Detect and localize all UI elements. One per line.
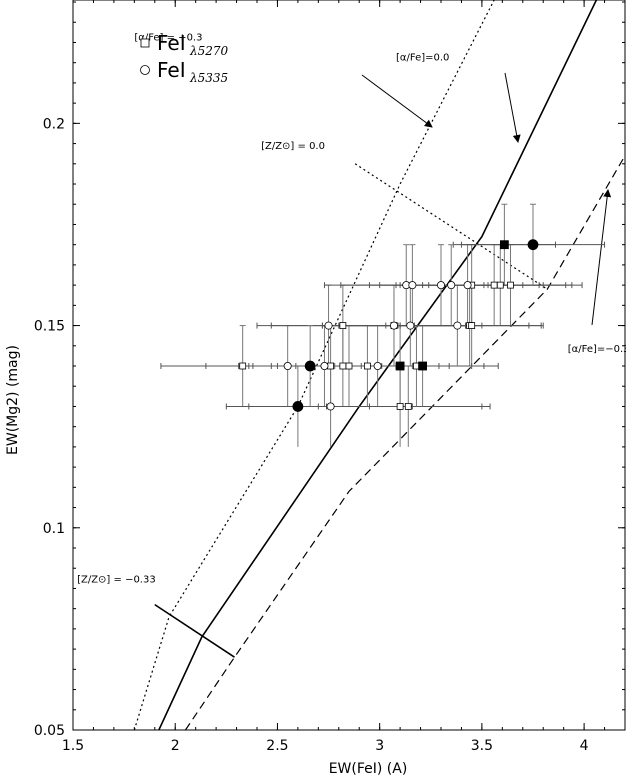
y-tick-label: 0.15 (34, 319, 65, 335)
x-tick-label: 2.5 (266, 738, 288, 754)
open-square-point (363, 362, 371, 370)
open-square-point (339, 322, 347, 329)
annotation-arrow (504, 72, 521, 143)
model-line (184, 155, 625, 730)
open-circle-point (324, 321, 333, 330)
error-bars (160, 203, 606, 447)
open-circle-point (436, 281, 445, 290)
x-tick-label: 3.5 (471, 738, 493, 754)
open-circle-point (320, 362, 329, 371)
filled-circle-point (292, 401, 304, 412)
open-square-point (327, 362, 335, 370)
x-tick-label: 2 (171, 738, 180, 754)
y-tick-label: 0.05 (34, 723, 65, 739)
open-circle-point (447, 281, 456, 290)
open-square-point (404, 403, 412, 410)
open-circle-point (463, 281, 472, 290)
open-circle-point (326, 402, 335, 411)
open-circle-point (408, 281, 417, 290)
open-circle-point (406, 321, 415, 330)
model-line (354, 163, 548, 290)
open-square-point (396, 403, 404, 410)
filled-square-point (418, 361, 428, 371)
data-points (239, 239, 539, 412)
legend-subscript: λ5335 (189, 71, 228, 85)
model-line (154, 603, 235, 658)
open-circle-point (453, 321, 462, 330)
x-tick-label: 1.5 (62, 738, 84, 754)
open-square-point (468, 322, 476, 329)
legend-label: FeI (157, 58, 186, 82)
axis-ticks: 1.5 2 2.5 3 3.5 4 0.05 0.1 0.15 0.2 (34, 0, 625, 754)
open-square-point (239, 362, 247, 370)
annotation-label: [Z/Z⊙] = −0.33 (77, 574, 156, 585)
open-circle-point (389, 321, 398, 330)
open-square-point (339, 362, 347, 370)
annotation-label: [α/Fe]=−0.3 (568, 344, 626, 355)
open-square-point (496, 281, 504, 289)
y-axis-title: EW(Mg2) (mag) (5, 345, 21, 455)
legend-subscript: λ5270 (189, 44, 229, 58)
open-circle-point (283, 362, 292, 371)
open-square-point (490, 281, 498, 289)
annotation-label: [α/Fe] = +0.3 (134, 32, 202, 43)
filled-square-point (395, 361, 405, 371)
legend-marker-circle (140, 65, 150, 75)
legend-label: FeI (157, 31, 186, 55)
y-tick-label: 0.2 (43, 116, 65, 132)
plot-frame (72, 0, 626, 731)
annotation-arrow (361, 74, 433, 128)
filled-square-point (499, 240, 509, 250)
open-circle-point (373, 362, 382, 371)
x-tick-label: 4 (580, 738, 589, 754)
y-tick-label: 0.1 (43, 521, 65, 537)
filled-circle-point (527, 239, 539, 251)
open-square-point (507, 281, 514, 289)
annotation-label: [Z/Z⊙] = 0.0 (261, 141, 325, 152)
x-axis-title: EW(FeI) (A) (329, 761, 408, 777)
legend-marker-square (140, 38, 150, 48)
annotations: [α/Fe] = +0.3 [α/Fe]=0.0 [α/Fe]=−0.3 [Z/Z⊙]… (77, 32, 626, 585)
annotation-arrow (591, 189, 612, 326)
open-square-point (345, 362, 353, 370)
annotation-label: [α/Fe]=0.0 (396, 53, 449, 64)
x-tick-label: 3 (375, 738, 384, 754)
filled-circle-point (304, 360, 316, 372)
